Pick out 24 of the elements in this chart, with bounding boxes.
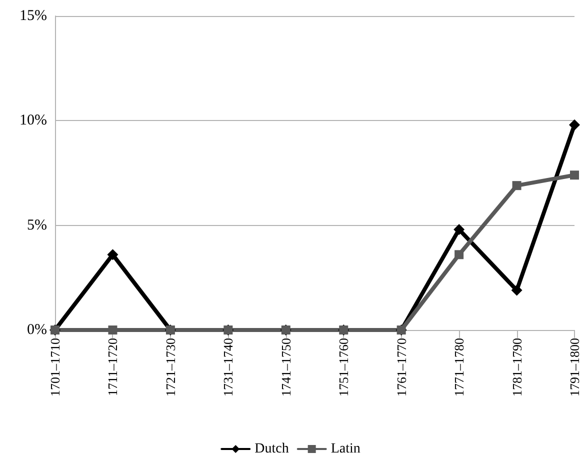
x-tick-label: 1711–1720 (105, 338, 120, 396)
x-tick-label: 1721–1730 (162, 338, 178, 396)
y-tick-label: 5% (27, 217, 47, 234)
point (569, 119, 580, 130)
x-tick-label: 1761–1770 (394, 338, 409, 396)
x-tick-label: 1781–1790 (509, 338, 524, 396)
point (108, 326, 118, 334)
legend-label: Dutch (254, 442, 289, 456)
x-tick-label: 1731–1740 (220, 338, 236, 396)
legend-label: Latin (330, 442, 360, 456)
x-tick-label: 1741–1750 (278, 338, 294, 396)
y-tick-label: 10% (20, 112, 47, 129)
point (454, 250, 464, 260)
point (454, 224, 465, 236)
point (570, 170, 579, 180)
point (511, 284, 522, 296)
x-tick-label: 1791–1800 (567, 338, 581, 396)
y-tick-label: 15% (20, 8, 47, 24)
y-tick-label: 0% (27, 322, 47, 338)
point (107, 249, 118, 260)
x-tick-label: 1751–1760 (336, 338, 352, 396)
x-tick-label: 1701–1710 (48, 338, 62, 396)
x-tick-label: 1771–1780 (452, 338, 467, 396)
point (512, 181, 522, 190)
